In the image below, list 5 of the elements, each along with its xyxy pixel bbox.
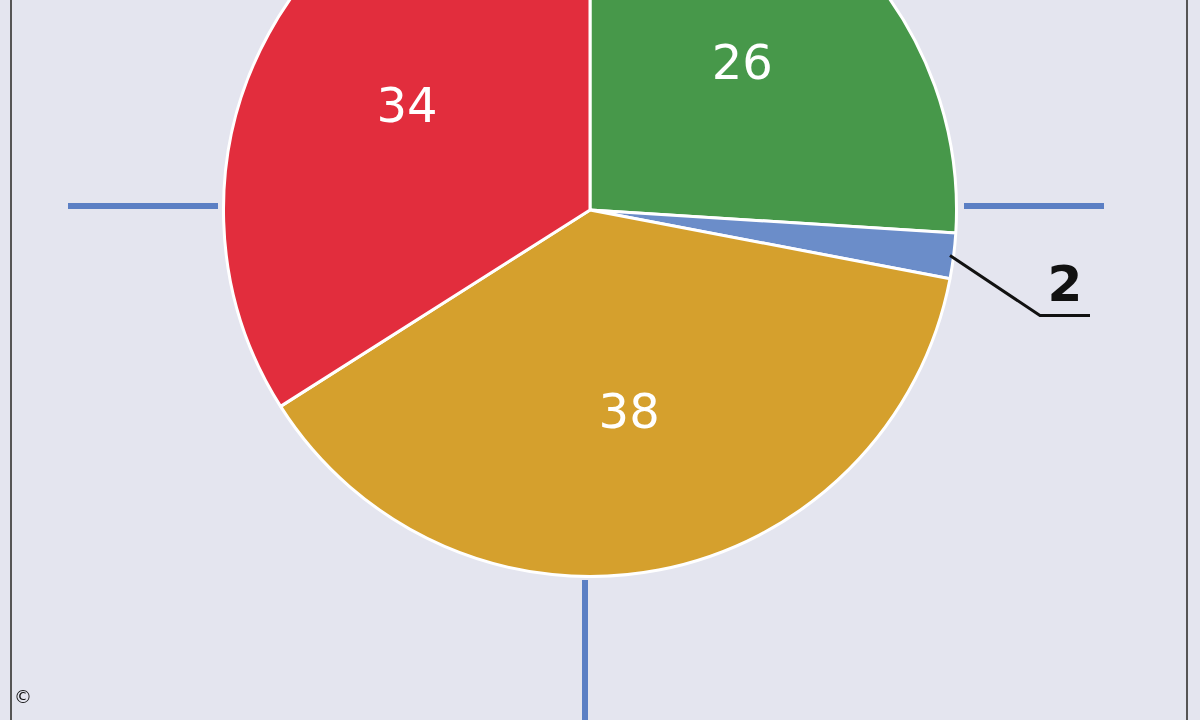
text: © — [14, 686, 32, 707]
data-label: 2 — [1047, 255, 1083, 314]
data-label: 26 — [711, 34, 773, 91]
data-label: 38 — [598, 382, 660, 439]
data-label: 34 — [376, 76, 438, 133]
